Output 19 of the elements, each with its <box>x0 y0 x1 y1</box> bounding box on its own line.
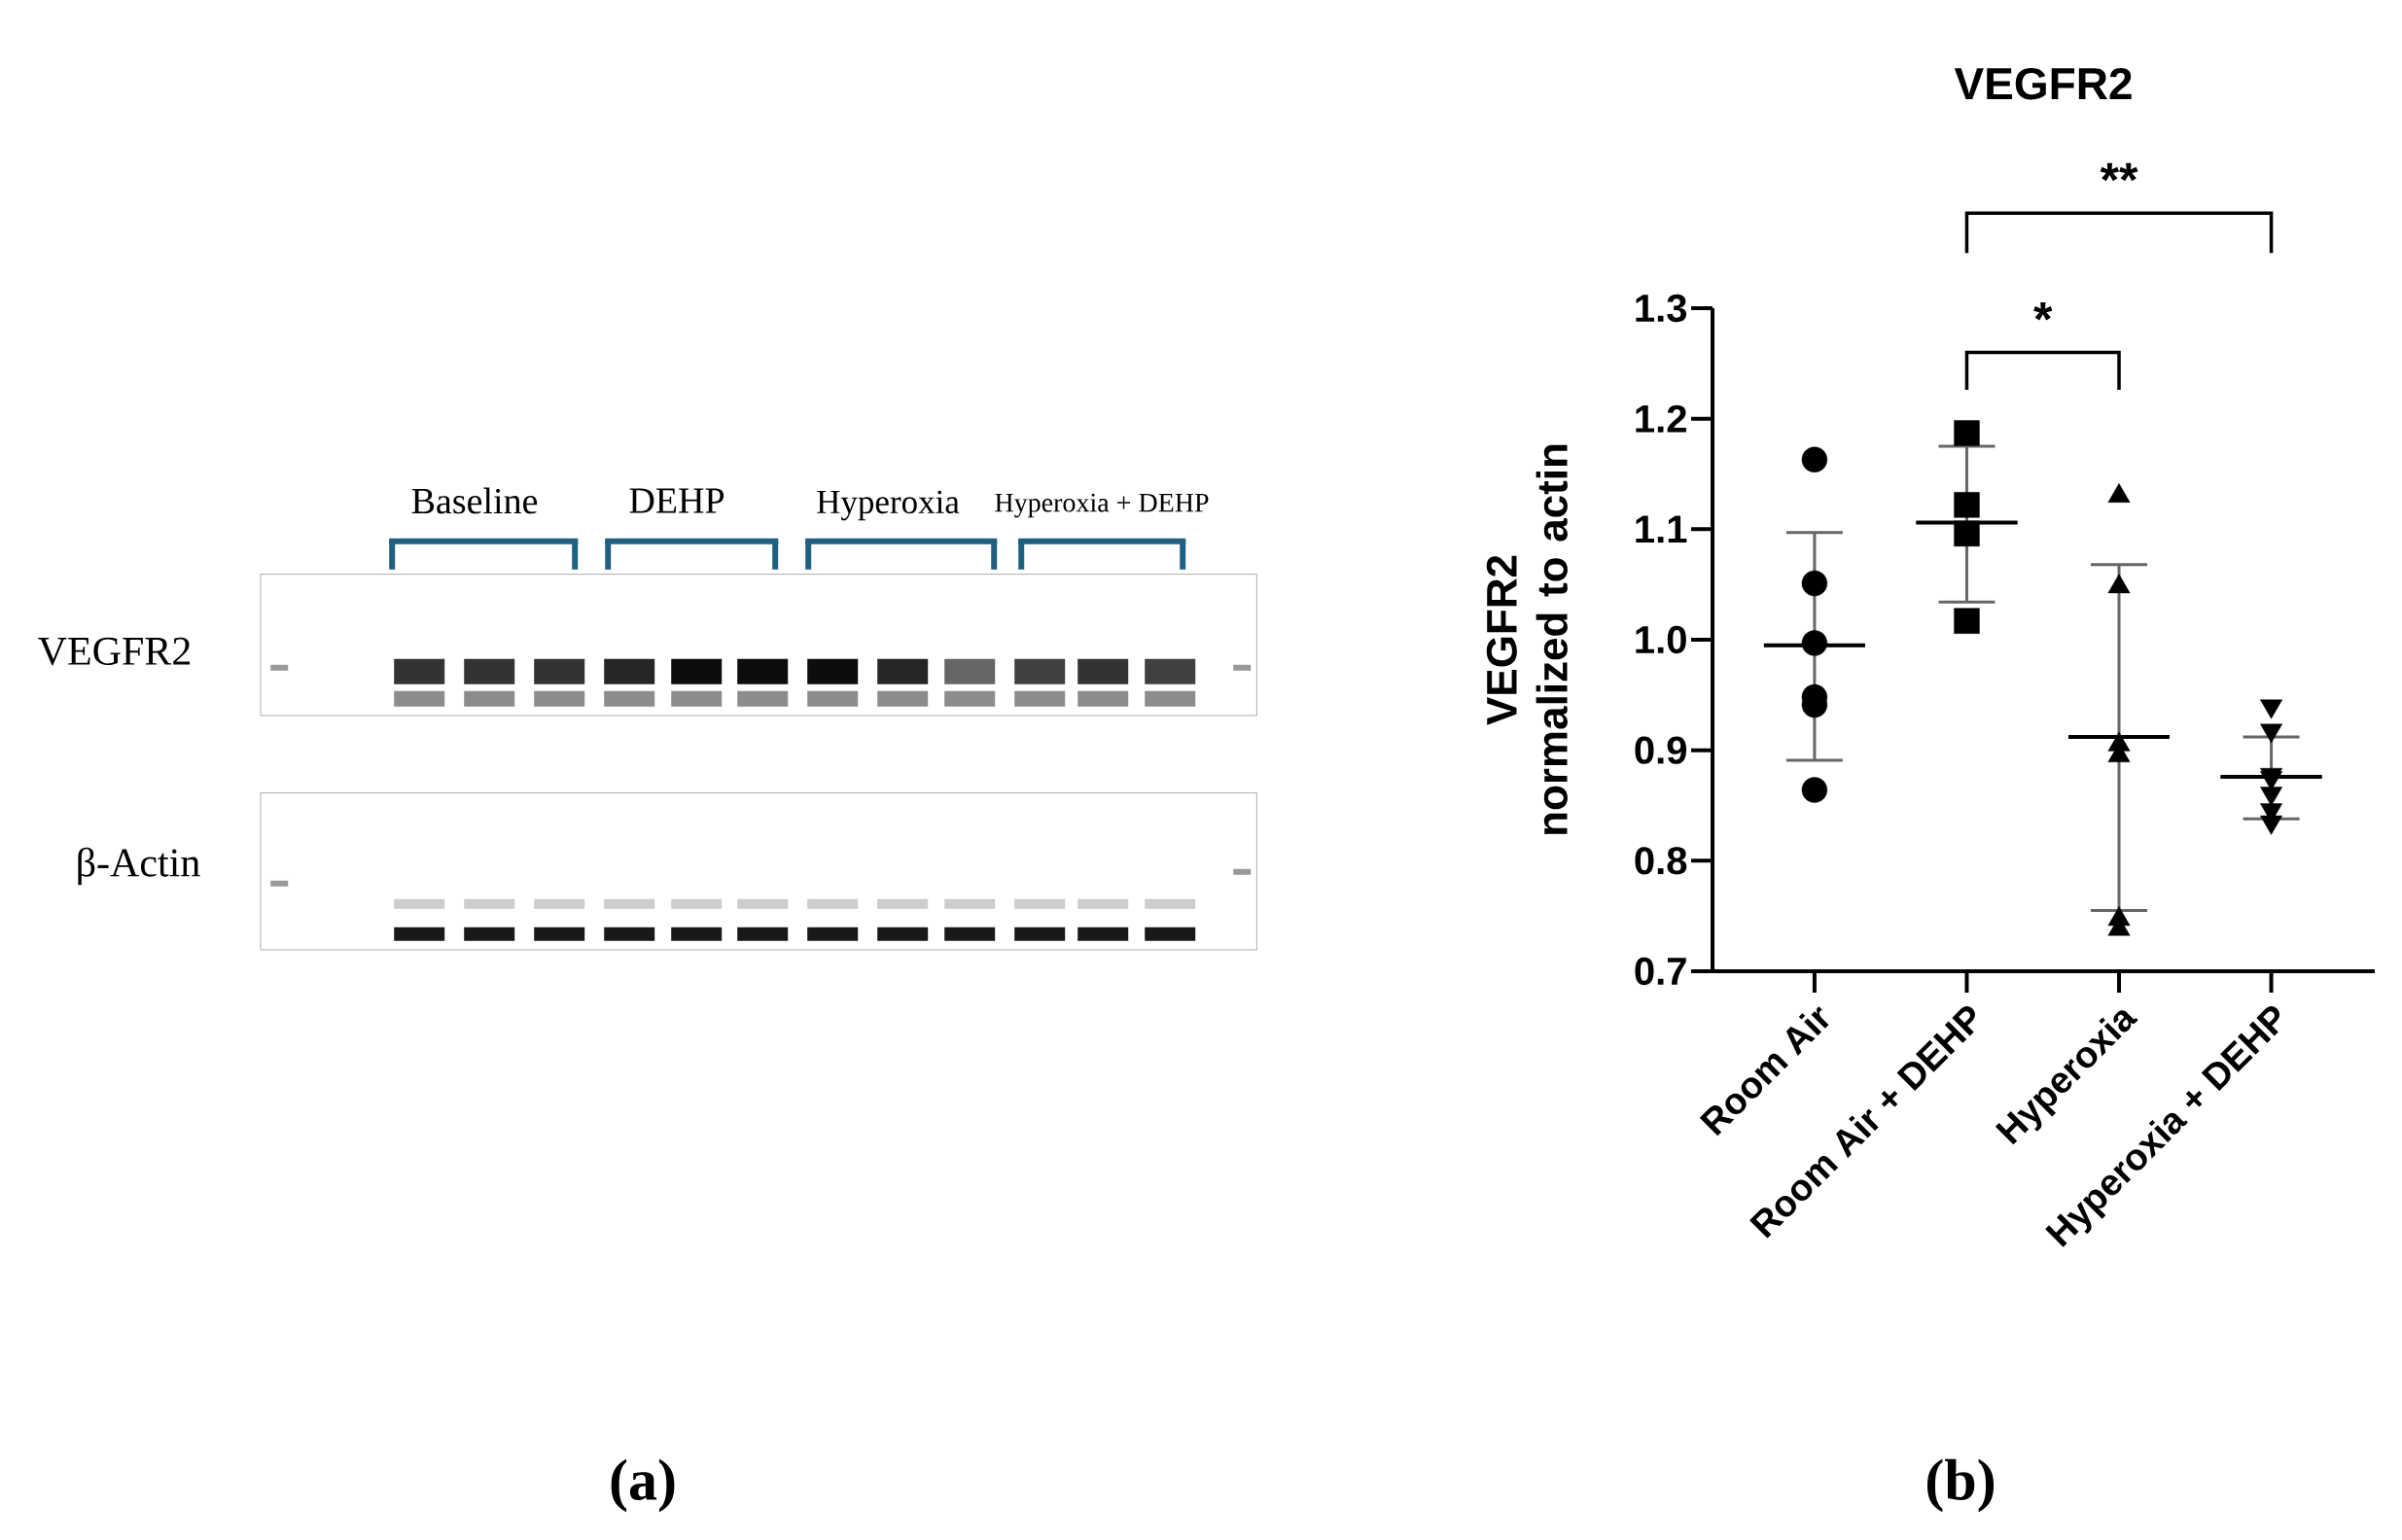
text: (a) <box>611 1458 675 1513</box>
y-tick-label: 0.7 <box>1635 957 1686 986</box>
y-tick-label: 0.9 <box>1635 736 1686 764</box>
text: β-Actin <box>78 847 200 886</box>
y-tick-label: 1.0 <box>1636 625 1686 654</box>
text: (b) <box>1926 1458 1995 1513</box>
text: VEGFR2 <box>38 637 191 666</box>
text: Baseline <box>411 487 538 514</box>
y-tick-label: 0.8 <box>1635 847 1687 875</box>
y-axis-title: VEGFR2 normalized to actin <box>1486 444 1568 834</box>
text: Hyperoxia + DEHP <box>995 493 1209 518</box>
text: Hyperoxia <box>817 490 960 521</box>
annotation: * <box>2033 301 2053 321</box>
text: DEHP <box>629 488 724 513</box>
chart-title: VEGFR2 <box>1954 67 2132 100</box>
y-tick-label: 1.1 <box>1636 515 1687 543</box>
y-tick-label: 1.2 <box>1636 404 1686 433</box>
text: ** <box>2100 162 2138 182</box>
y-tick-label: 1.3 <box>1636 294 1687 323</box>
